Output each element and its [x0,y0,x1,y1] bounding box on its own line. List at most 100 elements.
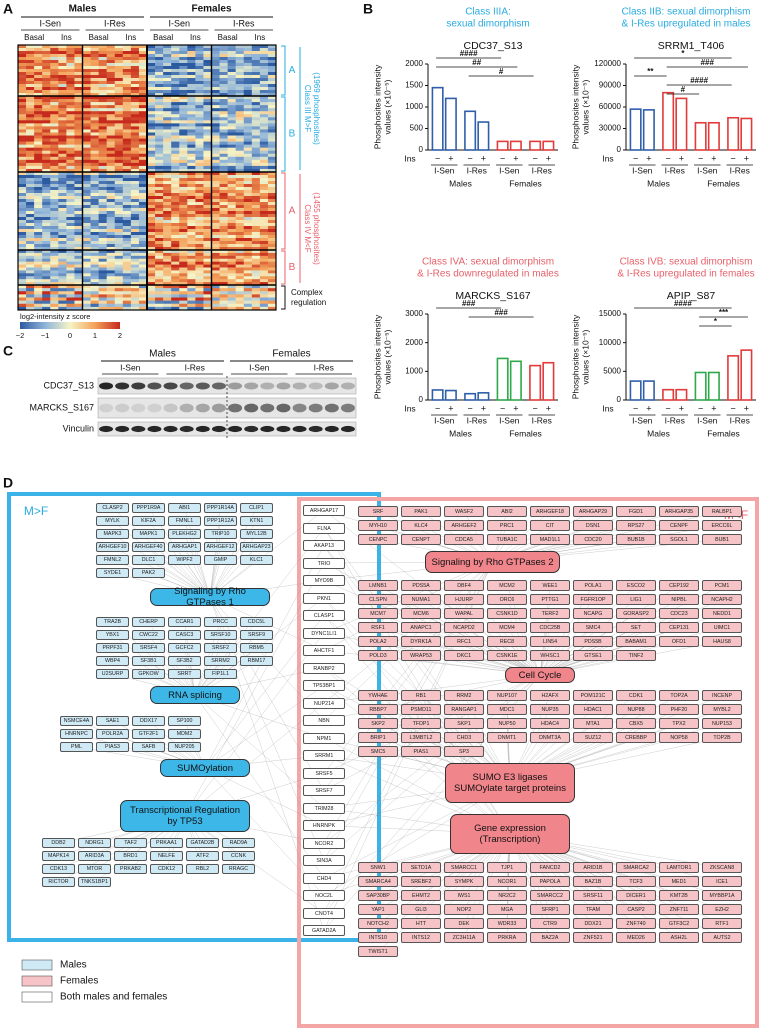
heatmap-cell [187,136,195,139]
heatmap-cell [50,48,58,51]
heatmap-cell [107,265,115,268]
heatmap-cell [107,145,115,148]
heatmap-cell [195,232,203,235]
heatmap-cell [58,105,66,108]
heatmap-cell [260,181,268,184]
heatmap-cell [42,163,50,166]
heatmap-cell [115,211,123,214]
group-label: I-Sen [499,415,520,425]
gene-node: ARHGEF2 [444,520,484,531]
heatmap-cell [66,298,74,301]
heatmap-cell [171,208,179,211]
heatmap-cell [163,253,171,256]
heatmap-cell [123,120,131,123]
heatmap-cell [220,163,228,166]
heatmap-cell [34,57,42,60]
heatmap-cell [123,270,131,273]
heatmap-cell [42,235,50,238]
heatmap-cell [268,291,276,294]
heatmap-cell [83,142,91,145]
gene-node: GTSE1 [573,650,613,661]
heatmap-cell [171,126,179,129]
heatmap-cell [42,202,50,205]
heatmap-cell [171,238,179,241]
heatmap-cell [236,108,244,111]
heatmap-cell [107,132,115,135]
heatmap-cell [171,304,179,307]
heatmap-cell [34,78,42,81]
heatmap-cell [195,163,203,166]
heatmap-cell [58,229,66,232]
blot-band [147,404,161,413]
group-label: I-Res [233,18,255,28]
gene-node: GTF2F1 [132,729,165,739]
heatmap-cell [74,193,82,196]
heatmap-cell [42,259,50,262]
heatmap-cell [236,181,244,184]
heatmap-cell [74,241,82,244]
heatmap-cell [155,202,163,205]
heatmap-cell [50,78,58,81]
condition-label: Basal [24,33,44,42]
heatmap-cell [244,298,252,301]
heatmap-cell [171,163,179,166]
heatmap-cell [66,108,74,111]
heatmap-cell [91,63,99,66]
gene-node: ARHGEF40 [132,542,165,552]
heatmap-cell [74,211,82,214]
gene-node: CSNK1D [487,608,527,619]
heatmap-cell [163,48,171,51]
heatmap-cell [18,294,26,297]
gene-node: TUBA1C [487,534,527,545]
heatmap-cell [220,187,228,190]
heatmap-cell [50,163,58,166]
heatmap-cell [236,184,244,187]
heatmap-cell [171,276,179,279]
heatmap-cell [155,217,163,220]
gene-node: MYL12B [240,529,273,539]
gene-node: TAF2 [114,838,147,848]
heatmap-cell [228,132,236,135]
heatmap-cell [34,105,42,108]
heatmap-cell [195,154,203,157]
gene-node: HTT [401,918,441,929]
gene-node: GATAD2B [186,838,219,848]
gene-node: NCAPG [573,608,613,619]
heatmap-cell [187,166,195,169]
heatmap-cell [50,72,58,75]
heatmap-cell [99,294,107,297]
heatmap-cell [228,151,236,154]
heatmap-cell [244,51,252,54]
heatmap-cell [179,273,187,276]
heatmap-cell [107,241,115,244]
heatmap-cell [228,256,236,259]
heatmap-cell [26,75,34,78]
heatmap-cell [187,298,195,301]
heatmap-cell [220,268,228,271]
heatmap-cell [107,160,115,163]
heatmap-cell [268,87,276,90]
heatmap-cell [42,132,50,135]
heatmap-cell [203,117,211,120]
heatmap-cell [107,238,115,241]
heatmap-cell [212,187,220,190]
heatmap-cell [123,217,131,220]
heatmap-cell [268,148,276,151]
bar [663,93,673,150]
heatmap-cell [18,78,26,81]
heatmap-cell [34,166,42,169]
heatmap-cell [50,105,58,108]
heatmap-cell [260,145,268,148]
heatmap-cell [83,262,91,265]
heatmap-cell [179,154,187,157]
heatmap-cell [58,139,66,142]
heatmap-cell [107,87,115,90]
heatmap-cell [50,220,58,223]
heatmap-cell [115,120,123,123]
heatmap-cell [220,132,228,135]
heatmap-cell [203,132,211,135]
heatmap-cell [268,48,276,51]
blot-band [276,426,290,432]
heatmap-cell [171,139,179,142]
heatmap-cell [34,63,42,66]
